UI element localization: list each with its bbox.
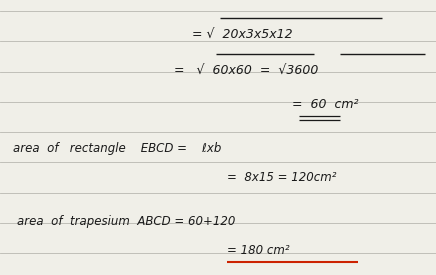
Text: =   √  60x60  =  √3600: = √ 60x60 = √3600	[174, 64, 319, 77]
Text: area  of  trapesium  ABCD = 60+120: area of trapesium ABCD = 60+120	[17, 215, 236, 228]
Text: =  60  cm²: = 60 cm²	[292, 98, 359, 111]
Text: = √  20x3x5x12: = √ 20x3x5x12	[192, 28, 293, 41]
Text: =  8x15 = 120cm²: = 8x15 = 120cm²	[227, 171, 336, 184]
Text: area  of   rectangle    EBCD =    ℓxb: area of rectangle EBCD = ℓxb	[13, 142, 221, 155]
Text: = 180 cm²: = 180 cm²	[227, 244, 290, 257]
